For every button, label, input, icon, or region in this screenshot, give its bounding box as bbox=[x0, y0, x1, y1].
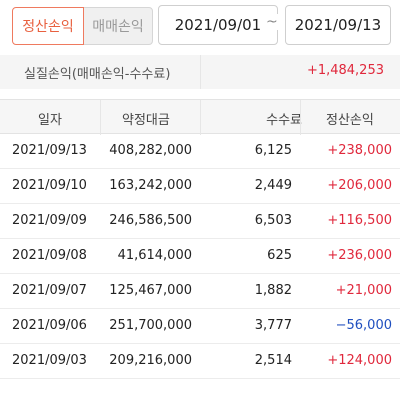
table-header: 일자 약정대금 수수료 정산손익 bbox=[0, 99, 400, 135]
row-pnl: +124,000 bbox=[327, 353, 392, 368]
table-row[interactable]: 2021/09/13 408,282,000 6,125 +238,000 bbox=[0, 134, 400, 169]
row-date: 2021/09/07 bbox=[12, 283, 87, 298]
row-fee: 2,449 bbox=[254, 178, 292, 193]
tab-settlement-pnl[interactable]: 정산손익 bbox=[12, 7, 84, 45]
row-fee: 6,125 bbox=[254, 143, 292, 158]
row-date: 2021/09/08 bbox=[12, 248, 87, 263]
row-amount: 246,586,500 bbox=[109, 213, 192, 228]
row-date: 2021/09/06 bbox=[12, 318, 87, 333]
row-amount: 408,282,000 bbox=[109, 143, 192, 158]
row-pnl: −56,000 bbox=[335, 318, 392, 333]
row-amount: 251,700,000 bbox=[109, 318, 192, 333]
row-date: 2021/09/09 bbox=[12, 213, 87, 228]
table-row[interactable]: 2021/09/09 246,586,500 6,503 +116,500 bbox=[0, 204, 400, 239]
row-pnl: +238,000 bbox=[327, 143, 392, 158]
table-row[interactable]: 2021/09/10 163,242,000 2,449 +206,000 bbox=[0, 169, 400, 204]
header-amount: 약정대금 bbox=[122, 113, 170, 128]
table-row[interactable]: 2021/09/03 209,216,000 2,514 +124,000 bbox=[0, 344, 400, 379]
row-amount: 125,467,000 bbox=[109, 283, 192, 298]
row-amount: 41,614,000 bbox=[117, 248, 192, 263]
start-date-field[interactable]: 2021/09/01 bbox=[158, 5, 278, 45]
row-fee: 6,503 bbox=[254, 213, 292, 228]
row-date: 2021/09/13 bbox=[12, 143, 87, 158]
row-pnl: +116,500 bbox=[327, 213, 392, 228]
net-pnl-summary: 실질손익(매매손익-수수료) +1,484,253 bbox=[0, 55, 400, 89]
tab-trading-pnl[interactable]: 매매손익 bbox=[83, 7, 153, 45]
table-row[interactable]: 2021/09/07 125,467,000 1,882 +21,000 bbox=[0, 274, 400, 309]
row-pnl: +236,000 bbox=[327, 248, 392, 263]
row-pnl: +21,000 bbox=[335, 283, 392, 298]
row-fee: 2,514 bbox=[254, 353, 292, 368]
header-divider bbox=[100, 100, 101, 135]
net-pnl-label: 실질손익(매매손익-수수료) bbox=[24, 67, 171, 82]
row-fee: 1,882 bbox=[254, 283, 292, 298]
table-row[interactable]: 2021/09/08 41,614,000 625 +236,000 bbox=[0, 239, 400, 274]
row-date: 2021/09/10 bbox=[12, 178, 87, 193]
table-row[interactable]: 2021/09/06 251,700,000 3,777 −56,000 bbox=[0, 309, 400, 344]
date-range-separator: ~ bbox=[264, 14, 280, 30]
row-amount: 209,216,000 bbox=[109, 353, 192, 368]
row-fee: 625 bbox=[267, 248, 292, 263]
row-fee: 3,777 bbox=[254, 318, 292, 333]
header-pnl: 정산손익 bbox=[326, 113, 374, 128]
header-divider bbox=[200, 100, 201, 135]
header-divider bbox=[300, 100, 301, 135]
net-pnl-value: +1,484,253 bbox=[306, 63, 384, 78]
filter-bar: 정산손익 매매손익 2021/09/01 ~ 2021/09/13 bbox=[0, 0, 400, 52]
end-date-field[interactable]: 2021/09/13 bbox=[285, 5, 391, 45]
header-fee: 수수료 bbox=[266, 113, 302, 128]
row-amount: 163,242,000 bbox=[109, 178, 192, 193]
summary-divider bbox=[200, 55, 201, 89]
row-pnl: +206,000 bbox=[327, 178, 392, 193]
row-date: 2021/09/03 bbox=[12, 353, 87, 368]
header-date: 일자 bbox=[38, 113, 62, 128]
